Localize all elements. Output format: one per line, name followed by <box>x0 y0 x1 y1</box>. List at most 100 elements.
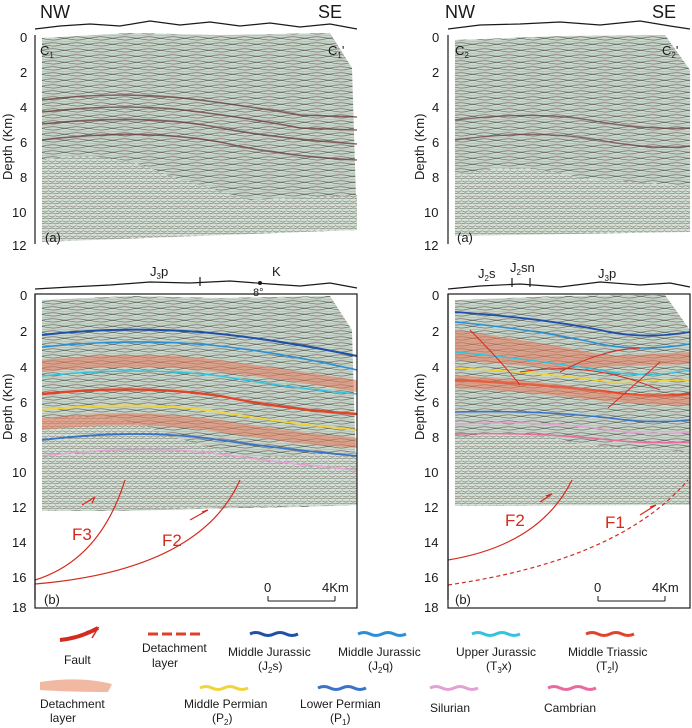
legend-up-jurassic-label: Upper Jurassic <box>456 645 536 659</box>
j2sn-label: J2sn <box>510 260 535 277</box>
j3p-label: J3p <box>598 266 616 283</box>
horizon-t2l <box>41 388 358 416</box>
fault-f3-label: F3 <box>72 525 92 544</box>
line-end-label: C2' <box>662 43 678 60</box>
reflector-group <box>454 114 691 149</box>
horizons <box>454 311 691 444</box>
scale-bar: 0 4Km <box>594 580 679 602</box>
tick-14: 14 <box>12 535 26 550</box>
line-end-label: C1' <box>328 43 344 60</box>
surface-profile <box>34 20 358 30</box>
tick-18: 18 <box>12 600 26 615</box>
seismic-noise-zone <box>455 433 690 506</box>
seismic-noise-zone <box>455 168 690 236</box>
tick-2: 2 <box>20 324 27 339</box>
fault-f2-label: F2 <box>162 531 182 550</box>
axis-title: Depth (Km) <box>0 114 15 180</box>
nw-label: NW <box>40 2 70 22</box>
surface-profile <box>447 20 691 30</box>
tick-0: 0 <box>20 30 27 45</box>
legend-mid-triassic-label: Middle Triassic <box>568 645 647 659</box>
tick-6: 6 <box>432 395 439 410</box>
scale-bar: 0 4Km <box>264 580 349 602</box>
scale-end: 4Km <box>652 580 679 595</box>
tick-10: 10 <box>424 465 438 480</box>
nw-label: NW <box>445 2 475 22</box>
legend-fault-label: Fault <box>64 653 91 667</box>
tick-6: 6 <box>20 135 27 150</box>
horizon-silurian <box>454 422 691 435</box>
depth-axis-ticks-top-right: 0 2 4 6 8 10 12 <box>424 30 439 253</box>
tick-2: 2 <box>432 65 439 80</box>
tick-0: 0 <box>432 288 439 303</box>
axis-title: Depth (Km) <box>412 374 427 440</box>
tick-10: 10 <box>12 465 26 480</box>
legend-detachment-area: Detachment layer <box>40 679 112 725</box>
legend-mid-jurassic-q-label: Middle Jurassic <box>338 645 421 659</box>
fault-f2-label: F2 <box>505 511 525 530</box>
fault-f1-label: F1 <box>605 513 625 532</box>
panel-top-right: NW SE 0 2 4 6 8 10 12 Depth (Km) C2 C2' … <box>412 2 691 253</box>
horizon-silurian <box>41 448 358 471</box>
legend-mid-jurassic-s: Middle Jurassic (J2s) <box>228 631 311 675</box>
seismic-noise-zone <box>42 416 357 511</box>
j3p-label: J3p <box>150 264 168 281</box>
tick-16: 16 <box>12 570 26 585</box>
legend-cambrian: Cambrian <box>544 685 597 715</box>
legend-mid-permian-code: (P2) <box>212 711 232 727</box>
tick-4: 4 <box>20 360 27 375</box>
k-label: K <box>272 264 281 279</box>
legend-det-area-l1: Detachment <box>40 697 105 711</box>
horizon-cambrian <box>454 432 691 444</box>
legend-mid-jurassic-q: Middle Jurassic (J2q) <box>338 631 421 675</box>
tick-6: 6 <box>432 135 439 150</box>
legend-fault: Fault <box>59 626 100 667</box>
legend-det-area-l2: layer <box>50 711 76 725</box>
legend-mid-permian: Middle Permian (P2) <box>184 685 267 727</box>
tick-12: 12 <box>12 500 26 515</box>
horizon-p2 <box>454 367 691 383</box>
legend-silurian: Silurian <box>429 685 479 715</box>
tick-16: 16 <box>424 570 438 585</box>
horizon-p2 <box>41 404 358 431</box>
panel-bottom-right: J2s J2sn J3p F2 <box>412 260 691 615</box>
panel-bottom-left: J3p K 8° F3 F2 0 2 4 6 <box>0 264 358 615</box>
tick-18: 18 <box>424 600 438 615</box>
scale-start: 0 <box>264 580 271 595</box>
det-area-upper <box>42 355 357 392</box>
tick-10: 10 <box>12 205 26 220</box>
se-label: SE <box>652 2 676 22</box>
surface-profile <box>34 280 358 290</box>
horizons <box>41 328 358 471</box>
legend-mid-jurassic-s-code: (J2s) <box>258 659 282 675</box>
legend: Fault Detachment layer Middle Jurassic (… <box>40 626 647 727</box>
internal-faults <box>469 329 661 409</box>
depth-axis-ticks-bottom-right: 0 2 4 6 8 10 12 14 16 18 <box>424 288 439 615</box>
tick-6: 6 <box>20 395 27 410</box>
horizon-t3x <box>41 370 358 395</box>
legend-low-permian: Lower Permian (P1) <box>300 685 381 727</box>
legend-mid-jurassic-s-label: Middle Jurassic <box>228 645 311 659</box>
line-start-label: C2 <box>455 43 469 60</box>
tick-4: 4 <box>432 360 439 375</box>
fault-f1-arrow <box>639 504 657 516</box>
se-label: SE <box>318 2 342 22</box>
tick-12: 12 <box>424 238 438 253</box>
legend-detachment-line: Detachment layer <box>142 632 207 670</box>
panel-label: (b) <box>455 592 471 607</box>
horizon-j2s <box>41 328 358 357</box>
legend-low-permian-label: Lower Permian <box>300 697 381 711</box>
det-area-lower <box>42 413 357 448</box>
panel-label: (b) <box>44 592 60 607</box>
axis-title: Depth (Km) <box>412 114 427 180</box>
tick-0: 0 <box>20 288 27 303</box>
legend-cambrian-label: Cambrian <box>544 701 596 715</box>
seismic-noise-zone <box>42 156 357 242</box>
reflector-group <box>41 94 358 161</box>
fault-f3 <box>34 479 126 581</box>
legend-mid-triassic-code: (T2l) <box>596 659 618 675</box>
tick-8: 8 <box>432 170 439 185</box>
tick-10: 10 <box>424 205 438 220</box>
legend-up-jurassic-code: (T3x) <box>486 659 512 675</box>
